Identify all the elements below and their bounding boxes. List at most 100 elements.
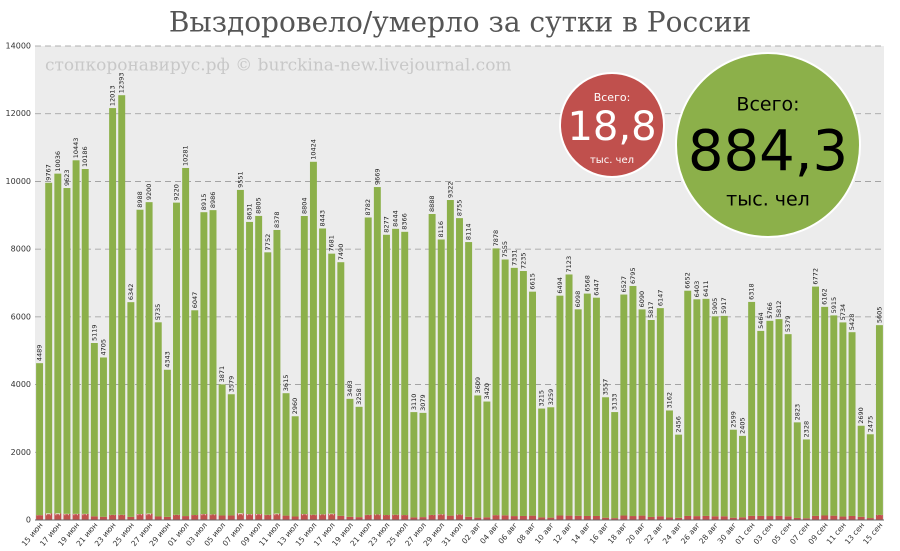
- bar-segment: [720, 315, 728, 517]
- bar-segment: [218, 384, 226, 516]
- bar-segment: [629, 516, 637, 520]
- bar-segment: [474, 395, 482, 518]
- bar-segment: [255, 514, 263, 520]
- bar-segment: [456, 514, 463, 520]
- bar-segment: [109, 514, 117, 520]
- bar-value-label: 12393: [118, 73, 126, 94]
- bar-value-label: 7752: [264, 234, 272, 251]
- bar-segment: [474, 517, 482, 520]
- bar-segment: [602, 397, 610, 518]
- bar-value-label: 5605: [875, 307, 883, 324]
- bar-segment: [209, 210, 217, 515]
- bar-segment: [373, 187, 381, 515]
- bar-value-label: 5766: [766, 302, 774, 319]
- total-caption: Всего:: [736, 94, 799, 116]
- bar-segment: [739, 517, 746, 520]
- bar-value-label: 3615: [282, 375, 290, 392]
- bar-value-label: 3133: [611, 394, 619, 411]
- bar-segment: [446, 515, 454, 520]
- bar-segment: [875, 325, 883, 515]
- bar-segment: [638, 309, 646, 516]
- bar-segment: [309, 161, 317, 515]
- bar-segment: [319, 228, 327, 515]
- bar-segment: [656, 308, 664, 517]
- bar-segment: [529, 291, 537, 516]
- bar-segment: [565, 274, 573, 516]
- bar-value-label: 2690: [857, 407, 865, 424]
- bar-value-label: 9669: [373, 169, 381, 186]
- bar-segment: [611, 412, 619, 519]
- bar-segment: [45, 182, 53, 514]
- bar-segment: [492, 248, 500, 516]
- bar-segment: [401, 231, 409, 516]
- bar-segment: [857, 516, 865, 520]
- bar-segment: [802, 439, 810, 519]
- bar-segment: [501, 515, 509, 520]
- bar-segment: [291, 516, 299, 520]
- bar-segment: [702, 298, 710, 516]
- y-tick-label: 12000: [6, 109, 31, 118]
- bar-value-label: 7681: [328, 235, 336, 252]
- bar-value-label: 10443: [72, 138, 80, 159]
- bar-segment: [611, 518, 619, 520]
- bar-value-label: 3871: [218, 366, 226, 383]
- bar-segment: [857, 425, 865, 517]
- bar-segment: [830, 315, 838, 516]
- bar-value-label: 6098: [574, 291, 582, 308]
- bar-segment: [36, 363, 44, 516]
- bar-segment: [145, 202, 153, 514]
- bar-segment: [739, 435, 746, 518]
- bar-value-label: 5817: [647, 301, 655, 318]
- bar-segment: [236, 513, 244, 520]
- bar-segment: [538, 408, 546, 518]
- bar-value-label: 9322: [446, 181, 454, 198]
- bar-segment: [647, 516, 655, 520]
- bar-segment: [729, 429, 737, 518]
- bar-value-label: 5917: [720, 297, 728, 314]
- bar-value-label: 4343: [163, 351, 171, 368]
- y-tick-label: 0: [26, 516, 31, 525]
- bar-value-label: 3259: [547, 389, 555, 406]
- bar-value-label: 2475: [866, 416, 874, 433]
- bar-value-label: 6147: [656, 290, 664, 307]
- bar-value-label: 5464: [757, 312, 765, 329]
- bar-segment: [592, 515, 600, 520]
- bar-segment: [191, 310, 199, 516]
- bar-segment: [675, 517, 683, 520]
- x-tick-label: 15 сен: [861, 521, 884, 546]
- bar-value-label: 6568: [583, 275, 591, 292]
- bar-value-label: 5119: [90, 324, 98, 341]
- bar-segment: [136, 209, 144, 515]
- bar-segment: [63, 188, 71, 514]
- bar-segment: [684, 290, 692, 516]
- bar-segment: [784, 516, 792, 520]
- bar-value-label: 3483: [346, 380, 354, 397]
- bar-segment: [556, 295, 564, 516]
- bar-segment: [446, 200, 454, 516]
- bar-value-label: 10186: [81, 146, 89, 167]
- bar-segment: [793, 422, 801, 518]
- bar-value-label: 10281: [182, 145, 190, 166]
- bar-segment: [583, 293, 591, 516]
- bar-segment: [136, 514, 144, 520]
- bar-segment: [675, 434, 683, 518]
- bar-segment: [748, 301, 756, 516]
- bar-value-label: 5812: [775, 301, 783, 318]
- bar-segment: [346, 398, 354, 517]
- bar-value-label: 8804: [300, 197, 308, 214]
- bar-segment: [273, 229, 281, 514]
- bar-segment: [127, 516, 135, 520]
- bar-value-label: 3420: [483, 383, 491, 400]
- bar-segment: [209, 514, 217, 520]
- bar-segment: [419, 517, 427, 520]
- bar-segment: [99, 516, 107, 520]
- bar-segment: [620, 294, 628, 516]
- bar-segment: [54, 173, 62, 514]
- bar-segment: [72, 513, 80, 520]
- bar-segment: [346, 516, 354, 520]
- total-unit: тыс. чел: [590, 155, 634, 166]
- bar-segment: [538, 517, 546, 520]
- bar-segment: [282, 393, 290, 516]
- bar-segment: [757, 515, 765, 520]
- bar-segment: [812, 515, 820, 520]
